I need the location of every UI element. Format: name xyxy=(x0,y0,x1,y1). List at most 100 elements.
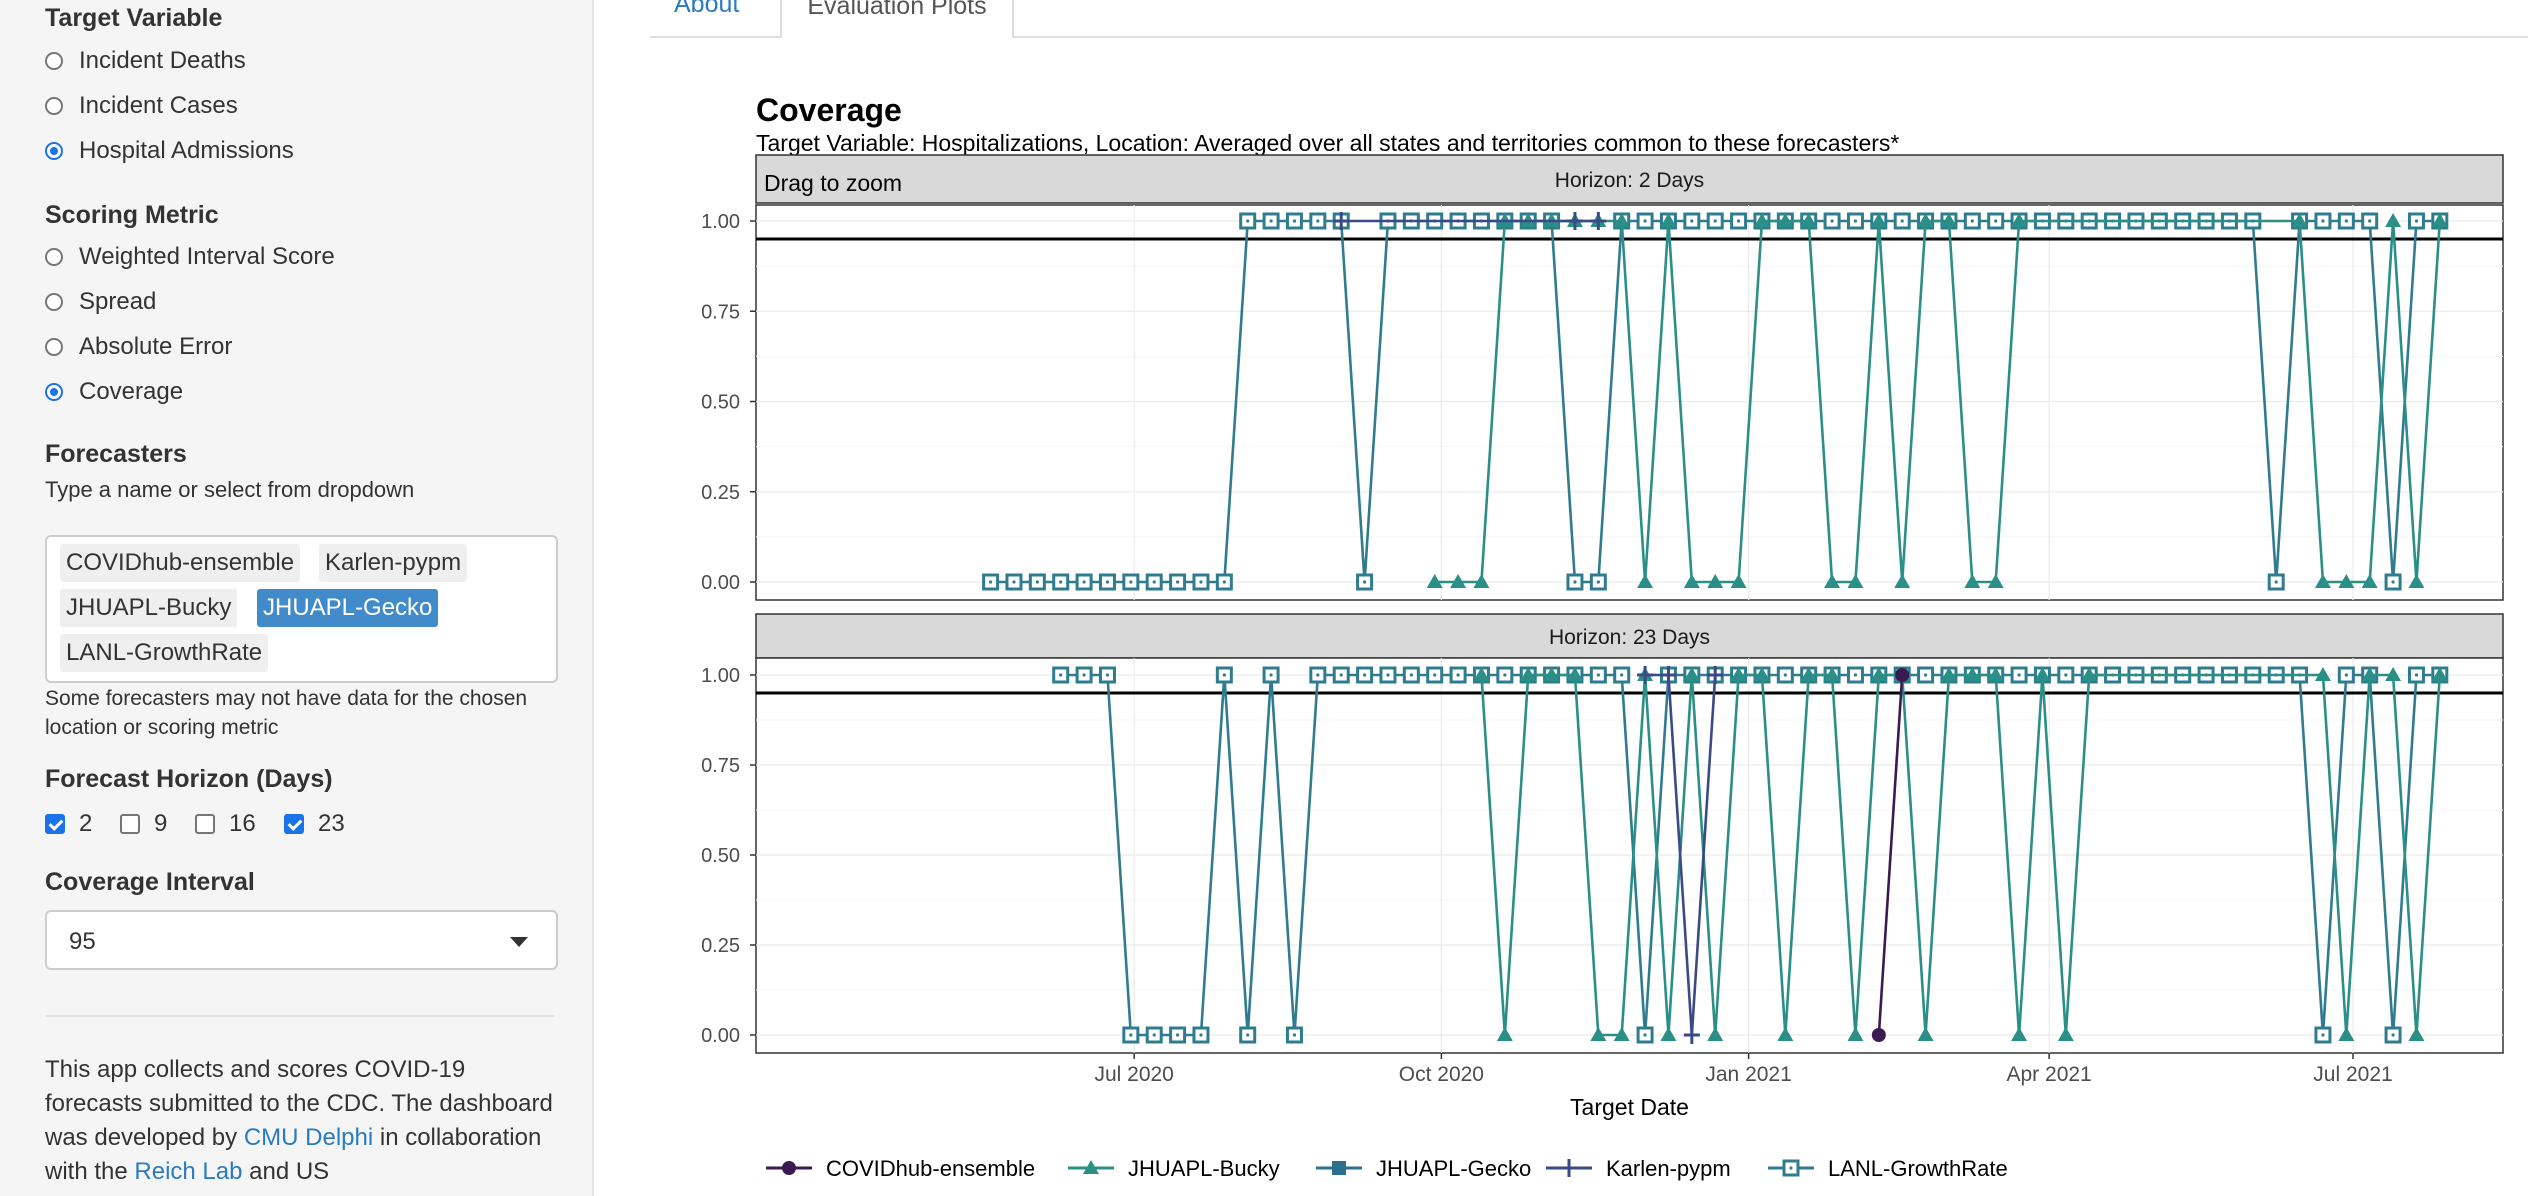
data-point-dot xyxy=(2344,673,2348,677)
data-point-dot xyxy=(1853,219,1858,223)
y-tick-label: 0.00 xyxy=(701,572,740,594)
checkbox-horizon-2[interactable]: 2 xyxy=(45,810,93,837)
data-point xyxy=(1987,667,2004,681)
data-point-dot xyxy=(1222,673,1226,677)
data-point xyxy=(2361,574,2378,588)
data-point xyxy=(2361,667,2378,681)
radio-coverage[interactable]: Coverage xyxy=(45,375,183,409)
chip-covidhub-ensemble[interactable]: COVIDhub-ensemble xyxy=(60,544,301,582)
data-point xyxy=(1894,574,1911,588)
coverage-chart[interactable]: Horizon: 2 Days 0.00 0.25 0.50 0.75 1.00 Horiz… xyxy=(596,0,2528,1196)
data-point xyxy=(1496,1027,1513,1041)
radio-button[interactable] xyxy=(45,97,63,115)
series-karlen-pypm xyxy=(1333,212,1607,230)
radio-hospital-admissions[interactable]: Hospital Admissions xyxy=(45,134,294,168)
checkbox[interactable] xyxy=(284,814,304,834)
legend-item: LANL-GrowthRate xyxy=(1768,1156,2008,1181)
radio-incident-cases[interactable]: Incident Cases xyxy=(45,89,238,123)
data-point xyxy=(1824,574,1841,588)
checkbox-label: 23 xyxy=(318,810,345,837)
tab-about[interactable]: About xyxy=(674,0,740,18)
radio-spread[interactable]: Spread xyxy=(45,285,156,319)
data-point xyxy=(1566,667,1583,681)
radio-incident-deaths[interactable]: Incident Deaths xyxy=(45,44,246,78)
legend-label: JHUAPL-Gecko xyxy=(1376,1156,1531,1181)
data-point-dot xyxy=(1339,673,1343,677)
radio-label: Weighted Interval Score xyxy=(79,243,335,270)
legend-label: JHUAPL-Bucky xyxy=(1128,1156,1280,1181)
data-point-dot xyxy=(1269,219,1273,223)
data-point-dot xyxy=(2321,219,2325,223)
data-point-dot xyxy=(1573,580,1577,584)
panel-strip xyxy=(755,154,2504,204)
data-point-dot xyxy=(1246,1033,1250,1037)
data-point-dot xyxy=(1409,673,1413,677)
cmu-delphi-link[interactable]: CMU Delphi xyxy=(243,1124,374,1151)
legend-item: JHUAPL-Bucky xyxy=(1068,1156,1280,1181)
radio-weighted-interval-score[interactable]: Weighted Interval Score xyxy=(45,240,335,274)
data-point xyxy=(1800,667,1817,681)
about-line-3: and US xyxy=(249,1158,330,1185)
y-tick-label: 1.00 xyxy=(701,665,740,687)
coverage-interval-select[interactable]: 95 xyxy=(45,910,558,970)
y-tick-label: 0.25 xyxy=(701,482,740,504)
data-point-dot xyxy=(2274,580,2278,584)
panel-title: Horizon: 23 Days xyxy=(1549,626,1710,649)
data-point-dot xyxy=(1362,673,1367,677)
data-point xyxy=(1730,667,1747,681)
y-tick-label: 1.00 xyxy=(701,211,740,233)
radio-button[interactable] xyxy=(45,338,63,356)
data-point xyxy=(1847,1027,1864,1041)
data-point xyxy=(2338,1027,2355,1041)
x-tick-label: Jul 2020 xyxy=(1094,1063,1173,1086)
x-tick-label: Oct 2020 xyxy=(1399,1063,1484,1086)
radio-button[interactable] xyxy=(45,293,63,311)
chip-jhuapl-gecko[interactable]: JHUAPL-Gecko xyxy=(257,589,439,627)
reich-lab-link[interactable]: Reich Lab xyxy=(134,1158,243,1185)
checkbox-label: 9 xyxy=(154,810,168,837)
data-point xyxy=(2291,213,2308,227)
checkbox[interactable] xyxy=(120,814,140,834)
data-point xyxy=(2011,1027,2028,1041)
data-point-dot xyxy=(1129,580,1133,584)
data-point xyxy=(1847,574,1864,588)
tab-evaluation-plots[interactable]: Evaluation Plots xyxy=(780,0,1014,38)
chevron-down-icon[interactable] xyxy=(510,937,528,947)
radio-absolute-error[interactable]: Absolute Error xyxy=(45,330,232,364)
checkbox[interactable] xyxy=(45,814,65,834)
x-tick-label: Apr 2021 xyxy=(2007,1063,2092,1086)
data-point xyxy=(1613,213,1630,227)
checkbox-horizon-16[interactable]: 16 xyxy=(195,810,256,837)
radio-button[interactable] xyxy=(45,383,63,401)
checkbox-horizon-23[interactable]: 23 xyxy=(284,810,345,837)
data-point xyxy=(2314,667,2331,681)
data-point-dot xyxy=(1292,219,1297,223)
checkbox-horizon-9[interactable]: 9 xyxy=(120,810,168,837)
data-point xyxy=(1660,1027,1677,1041)
data-point-dot xyxy=(1246,219,1250,223)
about-text: This app collects and scores COVID-19 fo… xyxy=(45,1053,565,1189)
radio-button[interactable] xyxy=(45,52,63,70)
coverage-interval-value: 95 xyxy=(69,928,96,955)
chip-karlen-pypm[interactable]: Karlen-pypm xyxy=(319,544,468,582)
checkbox-label: 2 xyxy=(79,810,93,837)
data-point xyxy=(1800,213,1817,227)
data-point xyxy=(1870,667,1887,681)
data-point xyxy=(1940,667,1957,681)
forecasters-note: Some forecasters may not have data for t… xyxy=(45,687,528,739)
target-variable-title: Target Variable xyxy=(45,4,223,32)
radio-label: Incident Cases xyxy=(79,92,238,119)
legend-marker-dot xyxy=(1789,1166,1793,1170)
data-point xyxy=(1917,213,1934,227)
data-point-dot xyxy=(1082,580,1086,584)
data-point xyxy=(1753,213,1770,227)
radio-button[interactable] xyxy=(45,142,63,160)
radio-button[interactable] xyxy=(45,248,63,266)
chip-jhuapl-bucky[interactable]: JHUAPL-Bucky xyxy=(60,589,238,627)
data-point-dot xyxy=(1035,580,1039,584)
checkbox[interactable] xyxy=(195,814,215,834)
data-point-dot xyxy=(1643,219,1647,223)
data-point xyxy=(1707,1027,1724,1041)
chip-lanl-growthrate[interactable]: LANL-GrowthRate xyxy=(60,634,269,672)
forecasters-select[interactable]: COVIDhub-ensemble Karlen-pypm JHUAPL-Buc… xyxy=(45,535,558,683)
